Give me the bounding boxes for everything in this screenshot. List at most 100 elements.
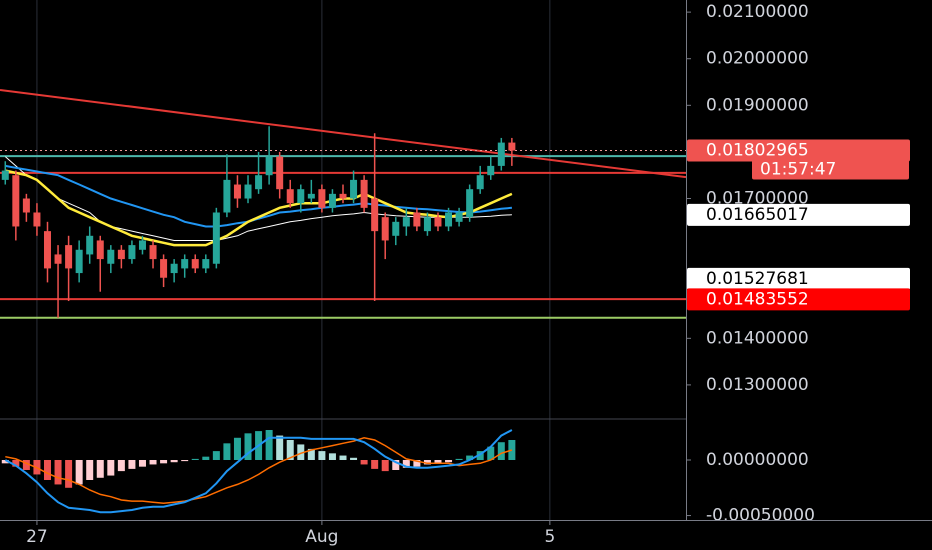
candle-body <box>149 245 157 260</box>
histogram-bar <box>276 435 284 460</box>
histogram-bar <box>138 460 146 467</box>
histogram-bar <box>170 460 178 463</box>
histogram-bar <box>191 458 199 460</box>
histogram-bar <box>318 451 326 460</box>
candle-body <box>455 212 463 222</box>
histogram-bar <box>160 460 168 464</box>
candle-body <box>128 245 136 260</box>
candle-body <box>244 184 252 199</box>
candle-body <box>371 198 379 232</box>
candle-body <box>160 259 168 278</box>
candle-body <box>466 189 474 218</box>
y-tick-label: 0.00000000 <box>706 450 809 470</box>
histogram-bar <box>339 455 347 460</box>
histogram-bar <box>12 460 20 467</box>
candle-body <box>65 245 73 269</box>
moving-average <box>5 164 512 228</box>
histogram-bar <box>149 460 157 465</box>
histogram-bar <box>297 444 305 460</box>
histogram-bar <box>54 460 62 485</box>
candle-body <box>96 240 104 260</box>
histogram-bar <box>466 455 474 460</box>
x-tick-label: Aug <box>305 527 338 547</box>
candle-body <box>117 249 125 260</box>
candle-body <box>170 263 178 274</box>
candle-body <box>107 249 115 264</box>
price-label: 0.01483552 <box>706 289 809 309</box>
candle-body <box>497 142 505 166</box>
histogram-bar <box>371 460 379 469</box>
histogram-bar <box>128 460 136 469</box>
candle-body <box>191 259 199 269</box>
candle-body <box>339 193 347 199</box>
candle-body <box>508 142 516 151</box>
candle-body <box>223 179 231 213</box>
candle-body <box>487 165 495 176</box>
histogram-bar <box>43 460 51 480</box>
histogram-bar <box>381 460 389 472</box>
price-label: 0.01802965 <box>706 141 809 161</box>
candle-body <box>392 221 400 236</box>
histogram-bar <box>476 451 484 460</box>
time-axis-panel <box>0 520 932 550</box>
candle-body <box>307 193 315 199</box>
candle-body <box>233 184 241 199</box>
countdown: 01:57:47 <box>760 160 836 180</box>
histogram-bar <box>65 460 73 488</box>
price-label: 0.01665017 <box>706 205 809 225</box>
candle-body <box>286 189 294 204</box>
histogram-bar <box>181 460 189 462</box>
histogram-bar <box>392 460 400 470</box>
candle-body <box>43 231 51 269</box>
candle-body <box>445 212 453 227</box>
countdown-box <box>752 159 909 180</box>
candle-body <box>54 254 62 264</box>
candle-body <box>318 189 326 208</box>
histogram-bar <box>202 456 210 460</box>
price-label-box <box>687 267 910 290</box>
histogram-bar <box>328 453 336 460</box>
candle-body <box>423 217 431 232</box>
macd-line <box>4 429 513 514</box>
candle-body <box>12 175 20 227</box>
x-tick-label: 27 <box>26 527 48 547</box>
candle-body <box>434 217 442 227</box>
candle-body <box>413 212 421 227</box>
y-tick-label: 0.02100000 <box>706 2 809 22</box>
histogram-bar <box>244 433 252 460</box>
histogram-bar <box>212 451 220 460</box>
histogram-bar <box>487 446 495 460</box>
price-label: 0.01527681 <box>706 269 809 289</box>
candle-body <box>1 170 9 180</box>
histogram-bar <box>360 460 368 465</box>
candle-body <box>350 179 358 199</box>
candle-body <box>297 189 305 204</box>
histogram-bar <box>350 457 358 460</box>
histogram-bar <box>402 460 410 468</box>
candle-body <box>255 175 263 190</box>
histogram-bar <box>86 460 94 480</box>
histogram-bar <box>107 460 115 476</box>
candle-body <box>381 217 389 241</box>
histogram-bar <box>434 460 442 464</box>
candle-body <box>328 193 336 208</box>
price-label-box <box>687 203 910 226</box>
histogram-bar <box>307 448 315 460</box>
candle-body <box>360 179 368 208</box>
candle-body <box>181 259 189 269</box>
histogram-bar <box>75 460 83 485</box>
candle-body <box>33 212 41 227</box>
histogram-bar <box>423 460 431 465</box>
histogram-bar <box>223 443 231 460</box>
candle-body <box>86 235 94 255</box>
candle-body <box>402 217 410 227</box>
candle-body <box>265 156 273 176</box>
price-label-box <box>687 288 910 311</box>
histogram-bar <box>445 460 453 463</box>
y-tick-label: 0.02000000 <box>706 49 809 69</box>
candle-body <box>22 198 30 213</box>
histogram-bar <box>265 430 273 460</box>
candle-body <box>138 240 146 250</box>
histogram-bar <box>455 458 463 460</box>
